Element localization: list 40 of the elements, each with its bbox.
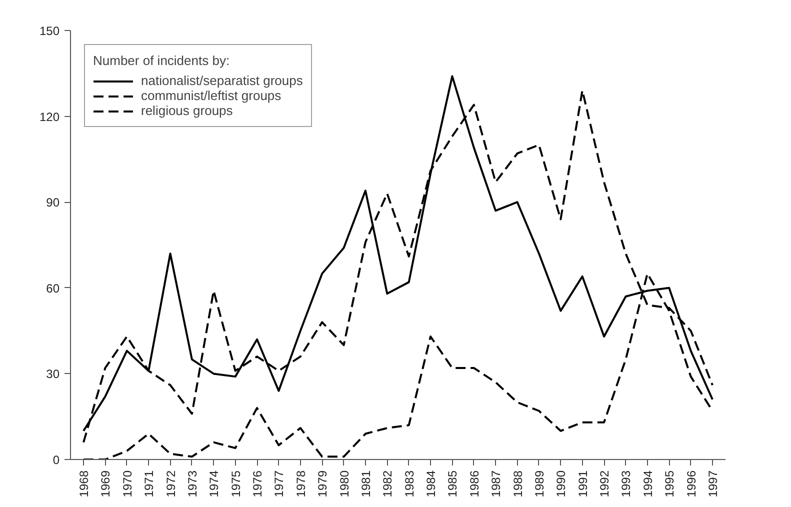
x-tick-label: 1990 xyxy=(554,470,568,498)
x-tick-label: 1996 xyxy=(684,470,698,498)
x-tick-label: 1972 xyxy=(164,470,178,498)
legend-label: religious groups xyxy=(141,103,233,118)
x-tick-label: 1997 xyxy=(706,470,720,498)
x-tick-label: 1970 xyxy=(120,470,134,498)
x-tick-label: 1989 xyxy=(532,470,546,498)
x-tick-label: 1971 xyxy=(142,470,156,498)
x-tick-label: 1981 xyxy=(358,470,373,498)
legend-title: Number of incidents by: xyxy=(93,53,231,68)
x-tick-label: 1988 xyxy=(510,470,525,498)
y-tick-label: 30 xyxy=(46,367,60,382)
x-tick-label: 1985 xyxy=(446,470,460,498)
y-tick-label: 60 xyxy=(46,281,60,296)
x-tick-label: 1982 xyxy=(380,470,395,498)
x-tick-label: 1983 xyxy=(402,470,416,498)
x-tick-label: 1975 xyxy=(228,470,243,498)
x-tick-label: 1978 xyxy=(294,470,308,498)
x-tick-label: 1991 xyxy=(576,470,590,498)
x-tick-label: 1993 xyxy=(619,470,634,498)
y-tick-label: 90 xyxy=(46,196,60,210)
y-tick-label: 150 xyxy=(39,24,60,38)
x-tick-label: 1995 xyxy=(662,470,677,498)
x-tick-label: 1992 xyxy=(598,470,612,498)
x-tick-label: 1987 xyxy=(489,470,504,498)
y-tick-label: 0 xyxy=(52,453,60,467)
x-tick-label: 1977 xyxy=(272,470,286,498)
x-tick-label: 1976 xyxy=(250,470,265,498)
x-tick-label: 1979 xyxy=(316,470,330,498)
x-tick-label: 1980 xyxy=(337,470,352,498)
x-tick-label: 1968 xyxy=(77,470,92,498)
x-tick-label: 1973 xyxy=(185,470,200,498)
x-tick-label: 1984 xyxy=(424,470,438,498)
legend-label: nationalist/separatist groups xyxy=(141,73,303,88)
y-tick-label: 120 xyxy=(39,110,60,124)
x-tick-label: 1974 xyxy=(207,470,222,498)
x-tick-label: 1994 xyxy=(640,470,655,498)
x-tick-label: 1986 xyxy=(467,470,482,498)
legend-label: communist/leftist groups xyxy=(141,88,282,103)
x-tick-label: 1969 xyxy=(98,470,113,498)
